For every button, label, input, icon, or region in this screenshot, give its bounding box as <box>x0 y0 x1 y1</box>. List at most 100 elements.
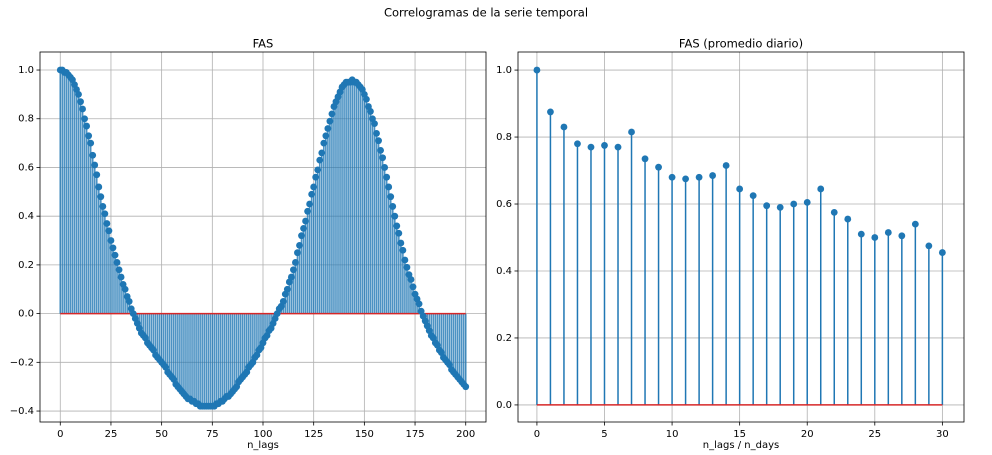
stem-marker <box>93 171 101 179</box>
y-tick-label: 0.2 <box>18 260 34 271</box>
stem-marker <box>107 237 115 244</box>
stem-marker <box>294 249 301 257</box>
stem-marker <box>560 123 568 131</box>
stem-marker <box>938 249 946 256</box>
stem-marker <box>415 300 423 308</box>
stem-marker <box>83 122 91 130</box>
stem-marker <box>830 208 838 216</box>
stem-marker <box>298 232 305 240</box>
y-tick-label: −0.4 <box>10 406 34 417</box>
stem-marker <box>387 193 395 201</box>
stem-marker <box>103 220 111 227</box>
stem-marker <box>817 185 825 193</box>
stem-marker <box>749 192 757 200</box>
stem-marker <box>105 227 113 235</box>
stem-marker <box>302 217 309 225</box>
stem-marker <box>97 193 105 201</box>
axes-title: FAS <box>253 37 274 51</box>
stem-marker <box>641 155 649 163</box>
stem-marker <box>117 273 125 281</box>
stem-marker <box>304 207 311 215</box>
x-tick-label: 0 <box>57 429 63 440</box>
y-tick-label: 0.0 <box>18 309 34 320</box>
stem-marker <box>99 203 107 210</box>
stem-marker <box>296 242 303 249</box>
y-tick-label: 1.0 <box>18 65 34 76</box>
stem-marker <box>85 132 93 140</box>
x-axis-label: n_lags / n_days <box>703 440 779 451</box>
stem-marker <box>87 139 95 147</box>
y-tick-label: 0.4 <box>496 266 512 277</box>
stem-marker <box>312 173 320 181</box>
stem-marker <box>601 142 608 149</box>
stem-marker <box>587 143 595 151</box>
stem-marker <box>381 164 389 171</box>
stem-marker <box>385 183 393 191</box>
stem-marker <box>77 98 84 106</box>
y-tick-label: 0.4 <box>18 211 34 222</box>
stem-marker <box>462 383 470 391</box>
stem-marker <box>393 222 401 230</box>
stem-marker <box>75 90 82 98</box>
stem-marker <box>401 256 409 264</box>
stem-marker <box>844 215 852 223</box>
stem-marker <box>857 230 865 238</box>
stem-marker <box>314 166 322 174</box>
stem-marker <box>533 66 541 74</box>
figure-title: Correlogramas de la serie temporal <box>384 6 588 20</box>
x-tick-label: 10 <box>666 429 679 440</box>
axes-title: FAS (promedio diario) <box>679 37 803 51</box>
stem-marker <box>682 175 689 183</box>
stem-marker <box>324 125 332 132</box>
stem-marker <box>111 251 119 259</box>
stem-marker <box>362 95 370 103</box>
stem-marker <box>383 173 391 181</box>
stem-marker <box>628 128 635 136</box>
x-tick-label: 0 <box>534 429 540 440</box>
stem-marker <box>377 147 384 154</box>
stem-marker <box>403 263 411 271</box>
stem-marker <box>95 183 103 191</box>
x-tick-label: 150 <box>355 429 374 440</box>
y-tick-label: 0.8 <box>18 114 34 125</box>
stem-marker <box>292 259 299 266</box>
stem-marker <box>308 190 316 198</box>
stem-marker <box>397 239 405 247</box>
stem-marker <box>310 183 318 191</box>
stem-marker <box>379 154 387 162</box>
stem-marker <box>409 283 417 291</box>
stem-marker <box>322 132 330 140</box>
stem-marker <box>91 161 99 169</box>
y-tick-label: 0.6 <box>18 162 34 173</box>
stem-marker <box>109 244 117 252</box>
stem-marker <box>101 210 109 218</box>
stem-marker <box>884 229 892 236</box>
y-tick-label: 0.8 <box>496 132 512 143</box>
x-tick-label: 20 <box>801 429 814 440</box>
y-tick-label: −0.2 <box>10 357 34 368</box>
stem-marker <box>300 224 307 232</box>
stem-marker <box>328 110 336 118</box>
stem-marker <box>391 212 399 220</box>
stem-marker <box>803 198 811 206</box>
stem-marker <box>655 163 662 171</box>
stem-marker <box>776 203 784 211</box>
stem-marker <box>399 246 407 254</box>
stem-marker <box>389 203 397 210</box>
stem-marker <box>574 140 581 148</box>
stem-marker <box>547 108 554 116</box>
axes-frame <box>517 51 965 423</box>
x-axis-label: n_lags <box>247 440 279 451</box>
y-tick-label: 0.2 <box>496 333 512 344</box>
x-tick-label: 75 <box>206 429 219 440</box>
x-tick-label: 30 <box>936 429 949 440</box>
stem-marker <box>287 273 295 281</box>
stem-marker <box>318 149 326 157</box>
stem-marker <box>871 234 879 241</box>
x-tick-label: 5 <box>601 429 607 440</box>
stem-marker <box>279 298 287 305</box>
stem-marker <box>898 232 906 240</box>
stem-marker <box>367 108 374 115</box>
stem-marker <box>925 242 933 250</box>
